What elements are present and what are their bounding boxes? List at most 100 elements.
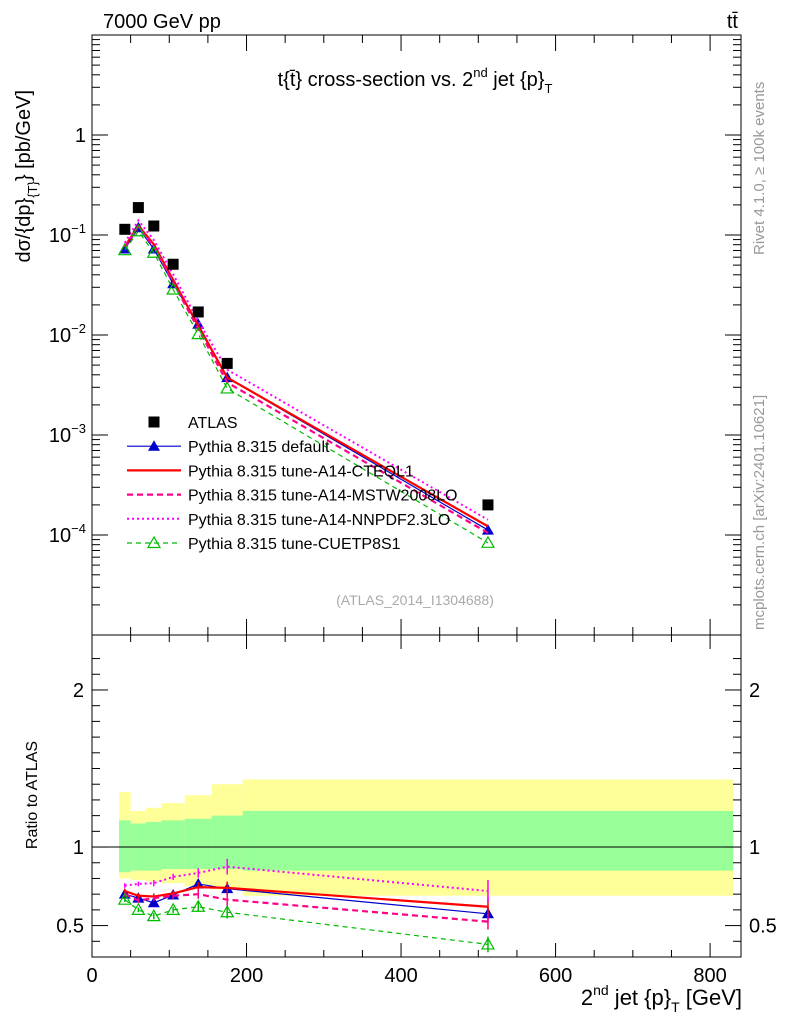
atlas-point bbox=[148, 220, 160, 232]
atlas-data bbox=[119, 202, 494, 511]
main-y-tick-exp: −4 bbox=[71, 521, 86, 536]
mcplots-label: mcplots.cern.ch [arXiv:2401.10621] bbox=[751, 395, 768, 630]
ratio-y-tick-label-right: 0.5 bbox=[749, 916, 777, 938]
main-point bbox=[118, 242, 131, 254]
legend-marker bbox=[146, 535, 162, 549]
analysis-watermark: (ATLAS_2014_I1304688) bbox=[336, 592, 494, 608]
main-y-tick-exp: −2 bbox=[71, 321, 86, 336]
ratio-series-2 bbox=[124, 889, 489, 930]
main-y-label: dσ/{dp}{T}} [pb/GeV] bbox=[13, 90, 40, 262]
main-title-text: t{t̄} cross-section vs. 2 bbox=[278, 69, 474, 91]
ratio-point bbox=[220, 905, 235, 918]
ratio-point bbox=[117, 892, 132, 905]
legend-entry-3: Pythia 8.315 tune-A14-MSTW2008LO bbox=[127, 488, 457, 505]
main-y-tick-base: 10 bbox=[49, 225, 71, 247]
ratio-uncertainty-bands bbox=[92, 779, 741, 896]
legend-entry-2: Pythia 8.315 tune-A14-CTEQL1 bbox=[127, 463, 414, 480]
main-series-3 bbox=[123, 218, 489, 521]
main-y-tick-label: 10−4 bbox=[49, 521, 86, 547]
main-y-label-text: dσ/{dp} bbox=[13, 197, 35, 262]
main-title-sub: T bbox=[544, 81, 552, 96]
x-tick-label: 600 bbox=[539, 965, 572, 987]
legend: ATLAS Pythia 8.315 default Pythia 8.315 tu… bbox=[127, 415, 457, 553]
main-line-4 bbox=[124, 230, 489, 544]
x-tick-label: 400 bbox=[384, 965, 417, 987]
band-stat-6 bbox=[242, 810, 734, 871]
band-stat-2 bbox=[146, 821, 162, 871]
main-y-tick-label: 10−2 bbox=[49, 321, 86, 347]
main-line-3 bbox=[123, 218, 489, 521]
band-stat-0 bbox=[119, 820, 131, 873]
atlas-point bbox=[167, 258, 179, 270]
legend-label: Pythia 8.315 tune-A14-MSTW2008LO bbox=[188, 488, 457, 505]
atlas-point bbox=[132, 202, 144, 214]
main-point bbox=[117, 242, 132, 256]
legend-marker bbox=[148, 440, 160, 451]
energy-label: 7000 GeV pp bbox=[103, 11, 221, 33]
ratio-y-label: Ratio to ATLAS bbox=[24, 741, 41, 849]
legend-label: Pythia 8.315 tune-A14-NNPDF2.3LO bbox=[188, 512, 450, 529]
ratio-series-4 bbox=[117, 892, 496, 953]
legend-entry-1: Pythia 8.315 default bbox=[127, 439, 330, 456]
main-y-tick-base: 10 bbox=[49, 325, 71, 347]
ratio-series-3 bbox=[124, 858, 489, 903]
main-title-after: jet {p} bbox=[488, 69, 545, 91]
main-point bbox=[166, 282, 181, 295]
main-point bbox=[220, 381, 235, 394]
main-point bbox=[191, 326, 206, 340]
legend-entry-0: ATLAS bbox=[148, 415, 238, 432]
ratio-y-tick-label: 1 bbox=[73, 837, 84, 859]
band-stat-3 bbox=[161, 820, 185, 870]
ratio-point bbox=[147, 896, 160, 908]
x-label-main: 2 bbox=[581, 985, 593, 1010]
x-tick-label: 800 bbox=[693, 965, 726, 987]
main-y-label-after: } [pb/GeV] bbox=[13, 90, 35, 181]
main-y-tick-label: 10−1 bbox=[49, 221, 86, 247]
ratio-y-tick-label-right: 2 bbox=[749, 680, 760, 702]
main-y-tick-base: 10 bbox=[49, 425, 71, 447]
ratio-point bbox=[146, 908, 161, 922]
ratio-y-tick-label: 2 bbox=[73, 680, 84, 702]
x-label-sup: nd bbox=[593, 982, 609, 998]
atlas-point bbox=[192, 306, 204, 318]
ratio-y-tick-label-right: 1 bbox=[749, 837, 760, 859]
legend-label: Pythia 8.315 tune-A14-CTEQL1 bbox=[188, 463, 414, 480]
main-point bbox=[480, 535, 496, 548]
main-series-4 bbox=[117, 224, 496, 548]
ratio-point bbox=[191, 899, 206, 912]
x-axis-label: 2nd jet {p}T [GeV] bbox=[581, 982, 742, 1015]
atlas-point bbox=[119, 223, 131, 235]
main-title: t{t̄} cross-section vs. 2nd jet {p}T bbox=[278, 65, 553, 96]
band-stat-4 bbox=[184, 818, 212, 870]
x-tick-label: 0 bbox=[86, 965, 97, 987]
main-point bbox=[131, 224, 146, 237]
legend-entry-4: Pythia 8.315 tune-A14-NNPDF2.3LO bbox=[127, 512, 450, 529]
ratio-point bbox=[480, 937, 496, 950]
main-y-tick-exp: −1 bbox=[71, 221, 86, 236]
x-label-sub: T bbox=[671, 999, 680, 1015]
main-y-tick-label: 1 bbox=[75, 125, 86, 147]
main-y-label-sub: {T} bbox=[25, 181, 40, 198]
main-point bbox=[146, 245, 161, 258]
rivet-label: Rivet 4.1.0, ≥ 100k events bbox=[751, 82, 768, 255]
legend-label: ATLAS bbox=[188, 415, 238, 432]
main-title-sup: nd bbox=[473, 65, 487, 80]
legend-marker bbox=[148, 416, 160, 428]
main-y-tick-exp: −3 bbox=[71, 421, 86, 436]
legend-label: Pythia 8.315 tune-CUETP8S1 bbox=[188, 536, 401, 553]
atlas-point bbox=[221, 357, 233, 369]
x-label-after: jet {p} bbox=[609, 985, 671, 1010]
x-tick-label: 200 bbox=[230, 965, 263, 987]
main-axes: 110−110−210−310−4 bbox=[49, 35, 741, 635]
atlas-point bbox=[482, 499, 494, 511]
process-label: tt̄ bbox=[727, 11, 739, 33]
ratio-y-tick-label: 0.5 bbox=[56, 916, 84, 938]
legend-entry-5: Pythia 8.315 tune-CUETP8S1 bbox=[127, 535, 401, 553]
x-label-unit: [GeV] bbox=[680, 985, 742, 1010]
main-y-tick-label: 10−3 bbox=[49, 421, 86, 447]
main-y-tick-base: 10 bbox=[49, 525, 71, 547]
legend-label: Pythia 8.315 default bbox=[188, 439, 330, 456]
main-series bbox=[117, 202, 496, 548]
